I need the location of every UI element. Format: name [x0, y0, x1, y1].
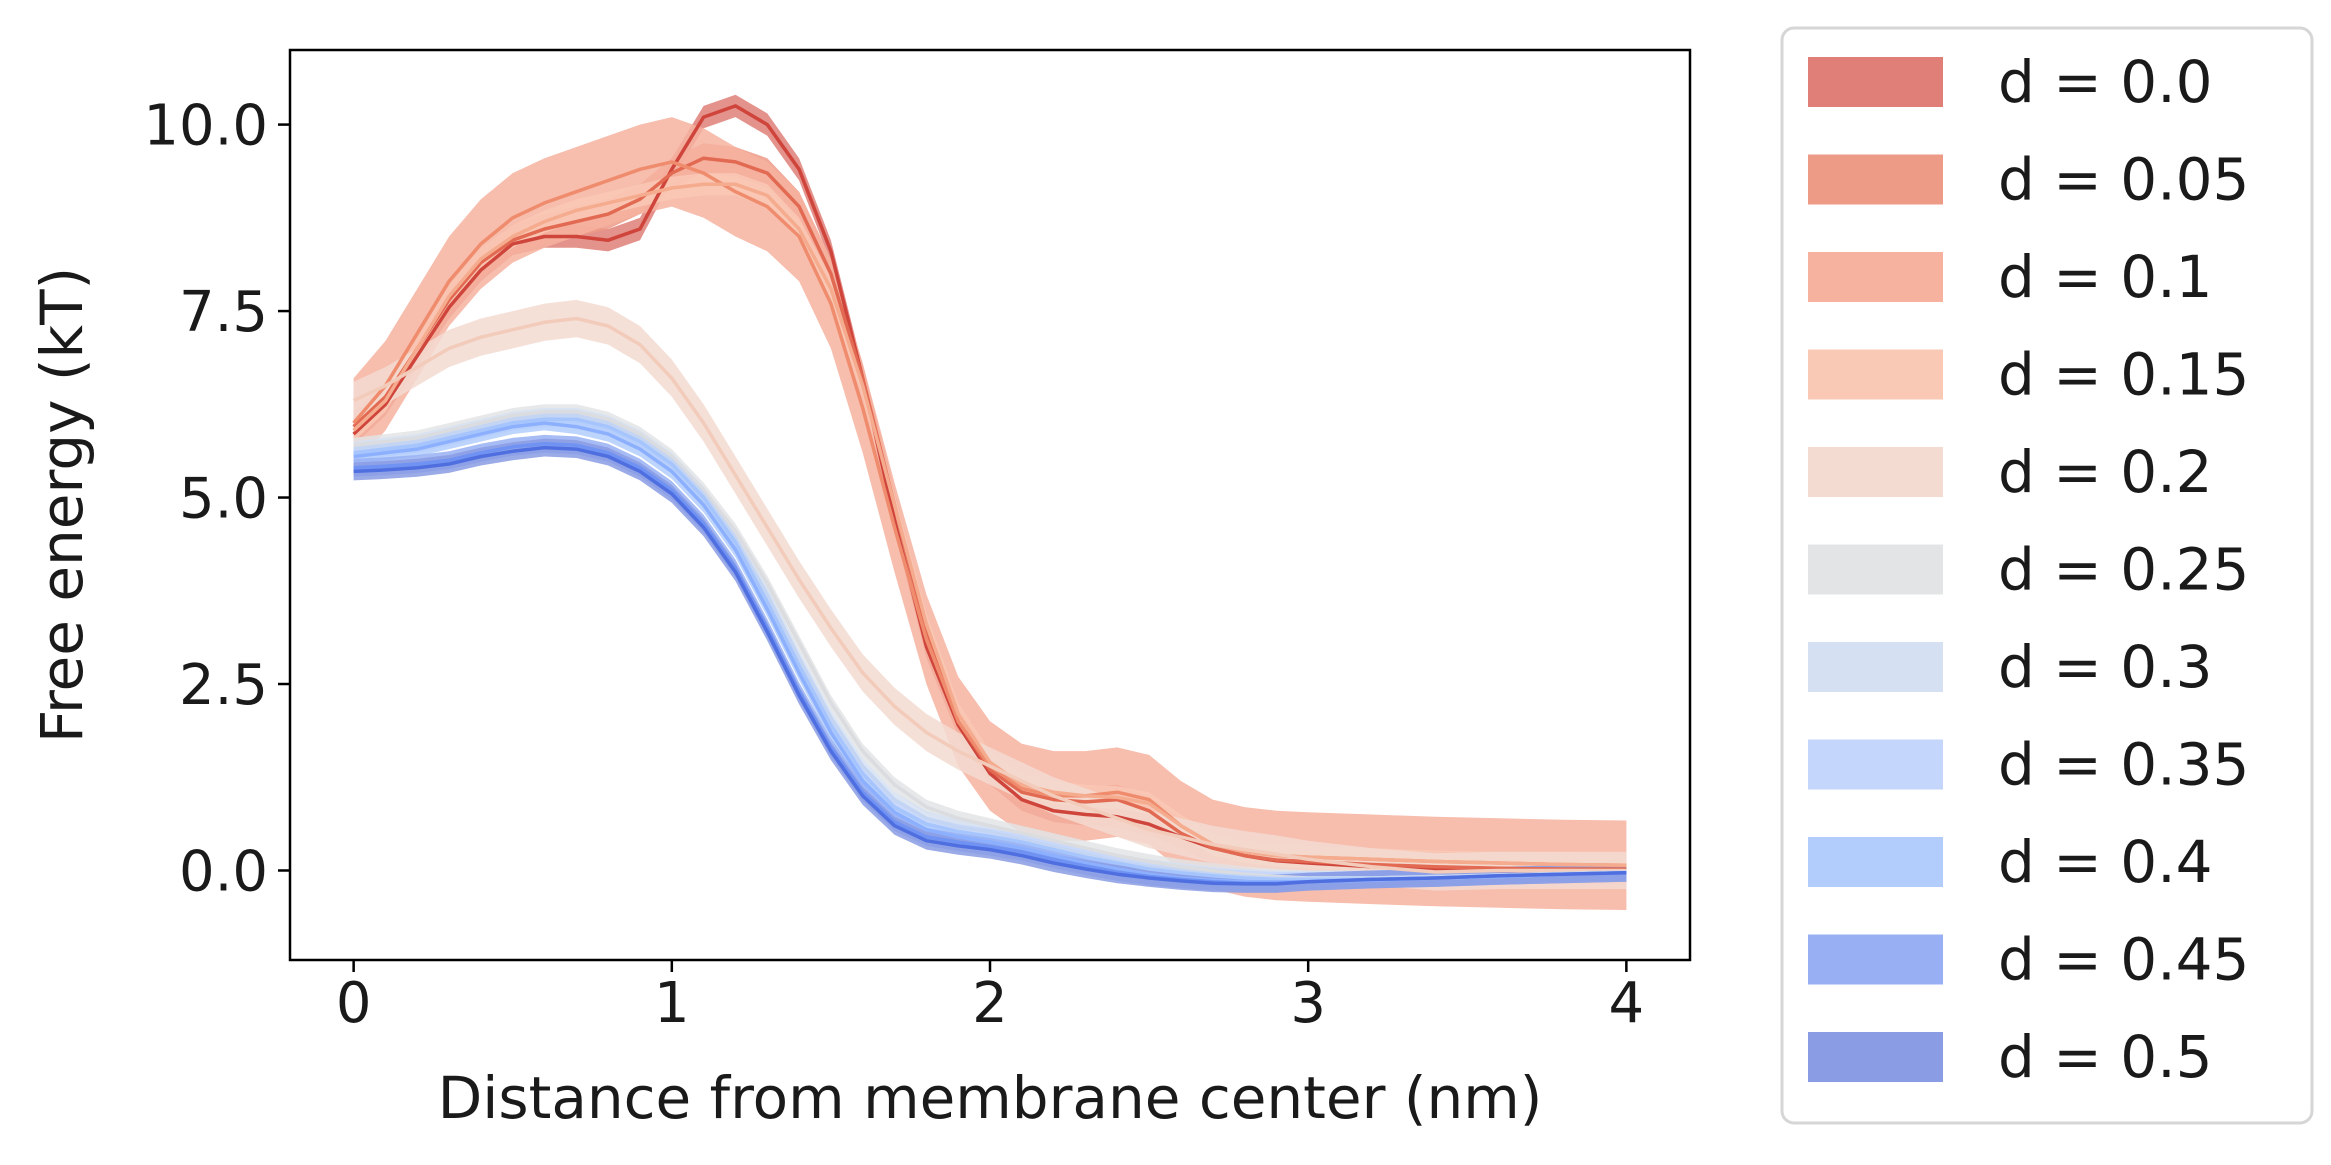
- y-axis-label: Free energy (kT): [28, 267, 96, 743]
- legend-label-9: d = 0.45: [1998, 926, 2249, 994]
- series-band-5: [353, 404, 1627, 886]
- x-tick-label-2: 2: [972, 971, 1008, 1036]
- legend-swatch-1: [1808, 154, 1943, 205]
- legend-label-10: d = 0.5: [1998, 1023, 2213, 1091]
- legend-label-7: d = 0.35: [1998, 731, 2249, 799]
- legend-swatch-2: [1808, 252, 1943, 302]
- axes: 0 1 2 3 4 0.0 2.5 5.0 7.5 10.0 Distance from membr…: [28, 48, 1692, 1132]
- legend-swatch-8: [1808, 837, 1943, 887]
- series-line-10: [353, 445, 1627, 886]
- legend-swatch-9: [1808, 934, 1943, 985]
- x-tick-label-3: 3: [1290, 971, 1326, 1036]
- legend-label-8: d = 0.4: [1998, 828, 2213, 896]
- y-tick-label-1: 2.5: [179, 653, 268, 718]
- legend-swatch-0: [1808, 57, 1943, 107]
- legend-label-2: d = 0.1: [1998, 243, 2213, 311]
- legend-swatch-4: [1808, 447, 1943, 497]
- x-tick-label-0: 0: [336, 971, 372, 1036]
- y-tick-label-0: 0.0: [179, 839, 268, 904]
- legend-swatch-7: [1808, 739, 1943, 790]
- series-group: [352, 94, 1627, 911]
- x-tick-label-1: 1: [654, 971, 690, 1036]
- legend-label-3: d = 0.15: [1998, 341, 2249, 409]
- legend-label-5: d = 0.25: [1998, 536, 2249, 604]
- series-line-4: [352, 316, 1627, 874]
- legend-swatch-6: [1808, 642, 1943, 692]
- legend-label-0: d = 0.0: [1998, 48, 2213, 116]
- series-line-7: [353, 417, 1627, 882]
- legend-label-4: d = 0.2: [1998, 438, 2213, 506]
- legend: d = 0.0 d = 0.05 d = 0.1 d = 0.15 d = 0.2 d =…: [1780, 26, 2314, 1125]
- x-tick-label-4: 4: [1609, 971, 1645, 1036]
- legend-swatch-10: [1808, 1032, 1943, 1082]
- legend-label-1: d = 0.05: [1998, 146, 2249, 214]
- y-tick-label-3: 7.5: [179, 280, 268, 345]
- plot-area: [352, 94, 1627, 911]
- x-axis-label: Distance from membrane center (nm): [438, 1064, 1543, 1132]
- series-band-7: [353, 411, 1627, 887]
- legend-swatch-5: [1808, 544, 1943, 595]
- legend-swatch-3: [1808, 349, 1943, 400]
- series-line-3: [352, 182, 1627, 868]
- series-band-6: [353, 408, 1627, 886]
- y-tick-label-2: 5.0: [179, 467, 268, 532]
- y-tick-label-4: 10.0: [143, 94, 268, 159]
- series-line-8: [353, 421, 1627, 884]
- legend-label-6: d = 0.3: [1998, 633, 2213, 701]
